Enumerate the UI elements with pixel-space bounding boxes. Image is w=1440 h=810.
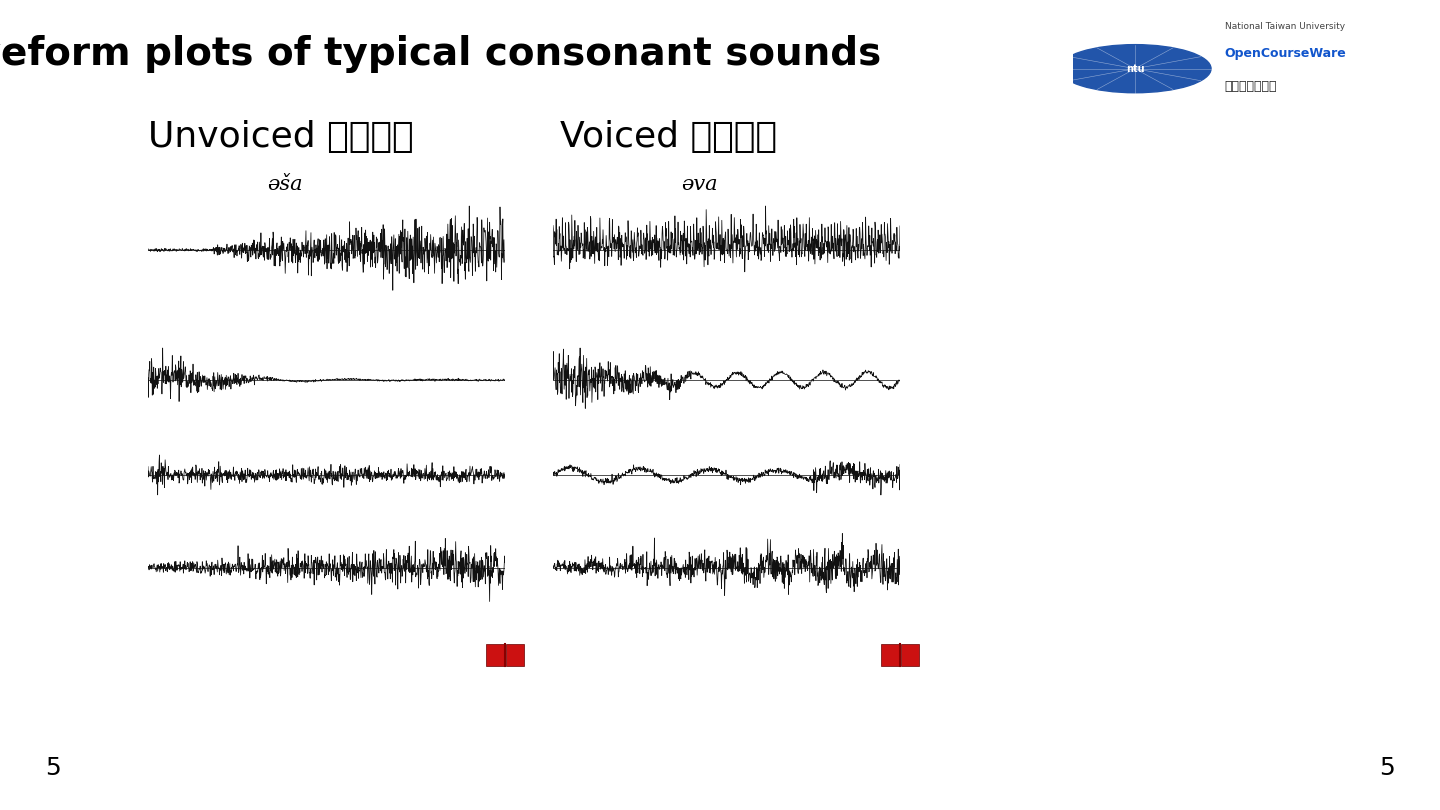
Bar bbox=[901, 644, 919, 666]
Text: OpenCourseWare: OpenCourseWare bbox=[1225, 47, 1346, 60]
Text: 臺大開放式課程: 臺大開放式課程 bbox=[1225, 79, 1277, 92]
Text: Unvoiced （清音）: Unvoiced （清音） bbox=[148, 120, 413, 154]
Text: Voiced （濁音）: Voiced （濁音） bbox=[560, 120, 778, 154]
Text: 5: 5 bbox=[1380, 756, 1395, 780]
Bar bbox=[487, 644, 504, 666]
Bar bbox=[505, 644, 524, 666]
Text: 5: 5 bbox=[45, 756, 60, 780]
Circle shape bbox=[1058, 45, 1211, 93]
Text: ntu: ntu bbox=[1126, 64, 1145, 74]
Text: əva: əva bbox=[681, 175, 719, 194]
Text: Waveform plots of typical consonant sounds: Waveform plots of typical consonant soun… bbox=[0, 35, 881, 73]
Bar bbox=[881, 644, 899, 666]
Text: National Taiwan University: National Taiwan University bbox=[1225, 22, 1345, 31]
Text: əša: əša bbox=[268, 175, 302, 194]
